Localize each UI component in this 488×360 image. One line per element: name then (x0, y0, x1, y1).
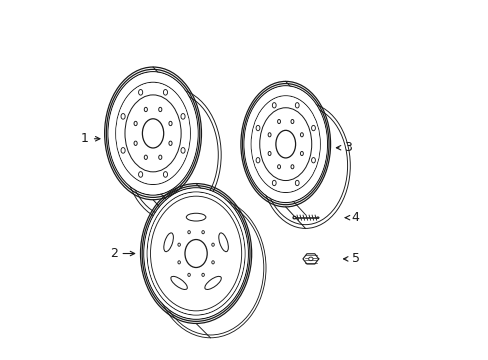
Ellipse shape (202, 273, 204, 276)
Ellipse shape (142, 119, 163, 148)
Ellipse shape (277, 165, 280, 169)
Ellipse shape (244, 86, 326, 202)
Ellipse shape (108, 72, 197, 194)
Ellipse shape (187, 273, 190, 276)
Ellipse shape (308, 257, 312, 261)
Ellipse shape (272, 180, 276, 186)
Ellipse shape (259, 108, 311, 180)
Ellipse shape (202, 231, 204, 234)
Text: 2: 2 (109, 247, 134, 260)
Ellipse shape (211, 261, 214, 264)
Text: 3: 3 (336, 141, 352, 154)
Ellipse shape (121, 148, 125, 153)
Ellipse shape (292, 216, 295, 219)
Ellipse shape (144, 155, 147, 159)
Ellipse shape (159, 107, 162, 112)
Text: 4: 4 (345, 211, 359, 224)
Ellipse shape (125, 95, 181, 172)
Ellipse shape (121, 113, 125, 119)
Ellipse shape (138, 90, 142, 95)
Ellipse shape (218, 233, 228, 252)
Ellipse shape (272, 103, 276, 108)
Ellipse shape (187, 231, 190, 234)
Ellipse shape (186, 213, 205, 221)
Ellipse shape (170, 276, 187, 289)
Ellipse shape (256, 158, 259, 163)
Ellipse shape (178, 243, 180, 246)
Ellipse shape (277, 120, 280, 123)
Text: 5: 5 (343, 252, 359, 265)
Ellipse shape (144, 189, 247, 319)
Ellipse shape (204, 276, 221, 289)
Ellipse shape (251, 96, 319, 192)
Ellipse shape (311, 158, 315, 163)
Ellipse shape (184, 239, 207, 267)
Ellipse shape (267, 152, 270, 156)
Ellipse shape (168, 141, 172, 145)
Ellipse shape (168, 121, 172, 126)
Ellipse shape (311, 125, 315, 131)
Ellipse shape (256, 125, 259, 131)
Ellipse shape (290, 165, 293, 169)
Ellipse shape (163, 233, 173, 252)
Ellipse shape (267, 133, 270, 137)
Ellipse shape (159, 155, 162, 159)
Text: 1: 1 (81, 132, 100, 145)
Ellipse shape (316, 217, 318, 218)
Ellipse shape (275, 130, 295, 158)
Ellipse shape (211, 243, 214, 246)
Ellipse shape (144, 107, 147, 112)
Ellipse shape (147, 193, 244, 314)
Ellipse shape (150, 196, 241, 311)
Ellipse shape (163, 172, 167, 177)
Ellipse shape (181, 148, 184, 153)
Ellipse shape (181, 113, 184, 119)
Ellipse shape (300, 152, 303, 156)
Ellipse shape (138, 172, 142, 177)
Ellipse shape (290, 120, 293, 123)
Ellipse shape (178, 261, 180, 264)
Ellipse shape (163, 90, 167, 95)
Ellipse shape (134, 141, 137, 145)
Ellipse shape (295, 103, 299, 108)
Ellipse shape (116, 83, 189, 184)
Ellipse shape (295, 180, 299, 186)
Ellipse shape (300, 133, 303, 137)
Polygon shape (303, 254, 318, 264)
Ellipse shape (134, 121, 137, 126)
